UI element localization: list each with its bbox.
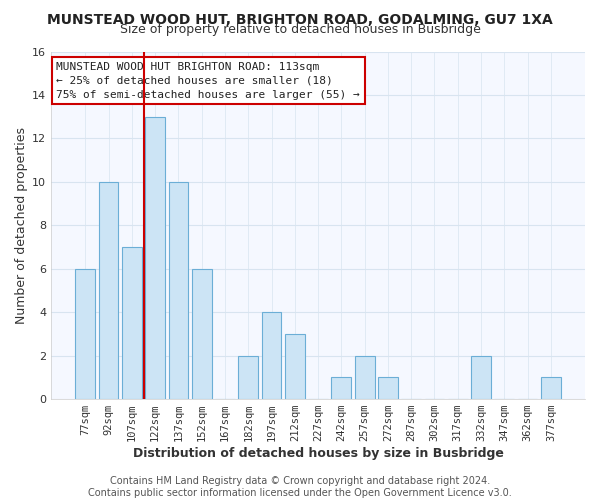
X-axis label: Distribution of detached houses by size in Busbridge: Distribution of detached houses by size …	[133, 447, 503, 460]
Bar	[331, 378, 351, 399]
Bar	[192, 268, 212, 399]
Text: MUNSTEAD WOOD HUT, BRIGHTON ROAD, GODALMING, GU7 1XA: MUNSTEAD WOOD HUT, BRIGHTON ROAD, GODALM…	[47, 12, 553, 26]
Bar	[262, 312, 281, 399]
Bar	[541, 378, 561, 399]
Text: Size of property relative to detached houses in Busbridge: Size of property relative to detached ho…	[119, 22, 481, 36]
Bar	[98, 182, 118, 399]
Bar	[145, 116, 165, 399]
Text: MUNSTEAD WOOD HUT BRIGHTON ROAD: 113sqm
← 25% of detached houses are smaller (18: MUNSTEAD WOOD HUT BRIGHTON ROAD: 113sqm …	[56, 62, 360, 100]
Bar	[471, 356, 491, 399]
Bar	[122, 247, 142, 399]
Bar	[76, 268, 95, 399]
Bar	[285, 334, 305, 399]
Bar	[378, 378, 398, 399]
Text: Contains HM Land Registry data © Crown copyright and database right 2024.
Contai: Contains HM Land Registry data © Crown c…	[88, 476, 512, 498]
Bar	[355, 356, 374, 399]
Bar	[169, 182, 188, 399]
Y-axis label: Number of detached properties: Number of detached properties	[15, 127, 28, 324]
Bar	[238, 356, 258, 399]
